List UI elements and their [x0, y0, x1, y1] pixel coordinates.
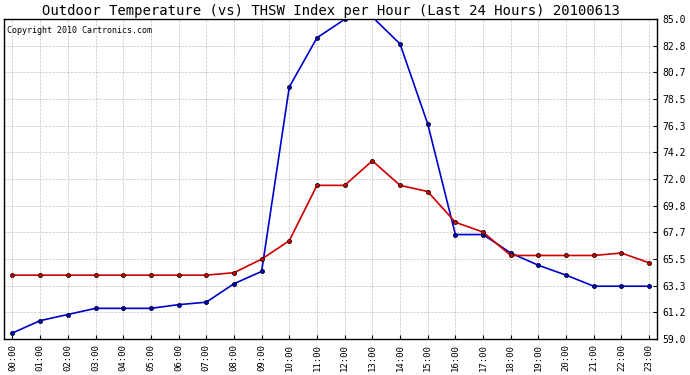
Text: Copyright 2010 Cartronics.com: Copyright 2010 Cartronics.com [8, 26, 152, 35]
Title: Outdoor Temperature (vs) THSW Index per Hour (Last 24 Hours) 20100613: Outdoor Temperature (vs) THSW Index per … [42, 4, 620, 18]
